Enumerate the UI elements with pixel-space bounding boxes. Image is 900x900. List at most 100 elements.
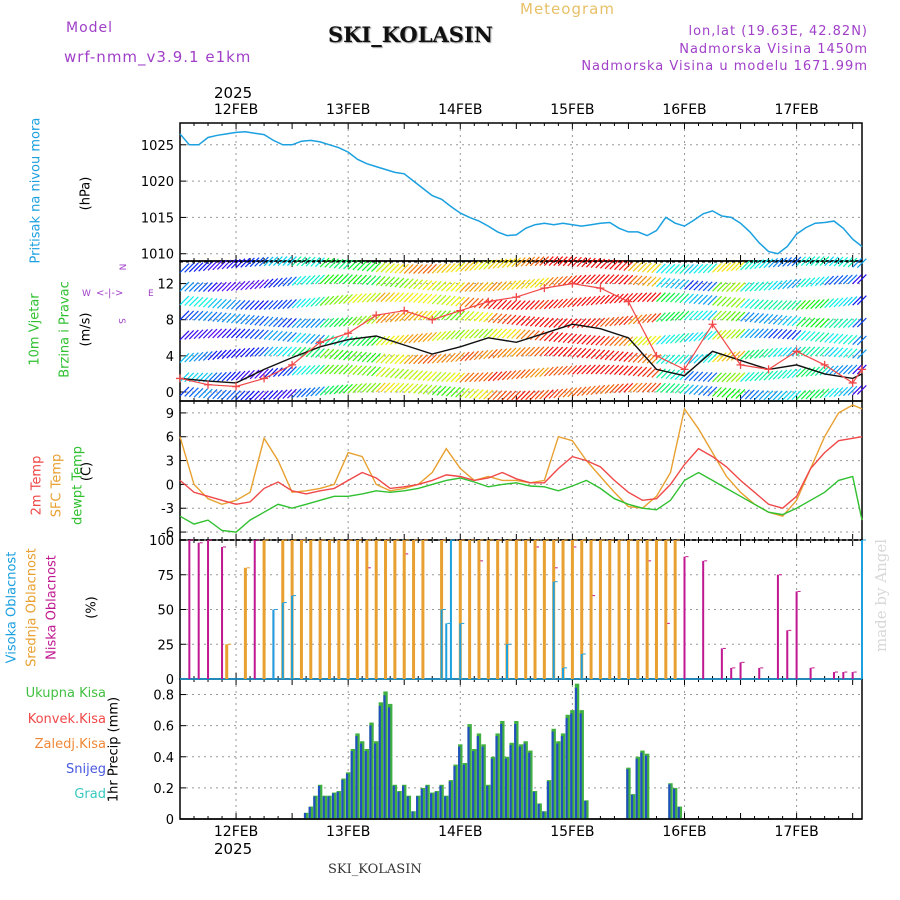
wind-barb: [310, 347, 321, 358]
wind-barb: [258, 390, 269, 401]
wind-barb: [464, 388, 475, 399]
wind-barb: [562, 298, 573, 308]
wind-barb: [576, 334, 587, 345]
wind-barb: [819, 276, 830, 286]
wind-barb: [408, 333, 419, 344]
model-value: wrf-nmm_v3.9.1 e1km: [64, 48, 252, 66]
wind-barb: [455, 372, 466, 383]
wind-barb: [805, 299, 816, 310]
wind-barb: [427, 280, 437, 291]
wind-barb: [268, 330, 279, 341]
wind-barb: [712, 295, 722, 306]
wind-barb: [483, 349, 494, 360]
wind-barb: [483, 312, 494, 323]
wind-barb: [436, 330, 447, 341]
wind-barb: [417, 264, 428, 274]
high-cloud-bar: [580, 653, 583, 679]
wind-barb: [740, 350, 750, 360]
wind-barb: [740, 311, 750, 322]
low-cloud-bar: [365, 567, 368, 679]
precip-conv-bar: [439, 785, 442, 819]
precip-conv-bar: [359, 743, 363, 819]
wind-barb: [207, 328, 218, 339]
wind-barb: [744, 328, 755, 339]
gust-marker: [764, 365, 773, 374]
wind-barb: [287, 298, 297, 309]
wind-barb: [371, 292, 381, 303]
wind-barb: [380, 353, 391, 364]
mid-cloud-bar: [440, 540, 444, 679]
wind-barb: [758, 313, 769, 324]
wind-barb: [805, 317, 816, 328]
wind-barb: [366, 261, 377, 272]
low-cloud-bar: [664, 623, 667, 679]
wind-barb: [740, 298, 750, 309]
wind-barb: [674, 264, 685, 274]
wind-barb: [698, 281, 708, 291]
wind-barb: [408, 264, 419, 274]
legend-freezing-rain: Zaledj.Kisa: [34, 737, 106, 752]
wind-barb: [856, 295, 867, 306]
wind-barb: [431, 353, 442, 364]
wind-barb: [828, 333, 839, 344]
wind-barb: [375, 353, 386, 364]
wind-barb: [515, 300, 526, 311]
high-cloud-bar: [562, 667, 565, 679]
wind-barb: [258, 368, 269, 379]
wind-barb: [553, 365, 564, 376]
wind-barb: [216, 328, 227, 339]
wind-barb: [758, 371, 769, 381]
wind-barb: [226, 328, 237, 339]
wind-barb: [628, 336, 638, 347]
wind-barb: [571, 334, 582, 344]
wind-barb: [310, 256, 321, 267]
wind-barb: [735, 350, 746, 361]
wind-barb: [833, 318, 844, 329]
wind-barb: [782, 300, 793, 311]
wind-barb: [506, 370, 517, 380]
wind-barb: [525, 316, 536, 327]
mid-cloud-bar: [290, 540, 294, 679]
model-label: Model: [66, 20, 114, 36]
wind-barb: [207, 282, 218, 292]
wind-barb: [744, 312, 755, 323]
wind-barb: [371, 275, 381, 286]
wind-barb: [427, 385, 437, 395]
wind-barb: [277, 317, 288, 328]
wind-barb: [768, 328, 778, 339]
wind-barb: [357, 336, 367, 347]
gust-marker: [596, 284, 605, 293]
wind-barb: [202, 328, 213, 339]
wind-barb: [842, 364, 853, 375]
wind-barb: [483, 259, 494, 270]
precip-conv-bar: [630, 794, 634, 819]
wind-barb: [721, 282, 732, 292]
gust-marker: [792, 347, 801, 356]
wind-barb: [684, 384, 694, 395]
precip-bar: [303, 812, 309, 819]
gust-marker: [652, 351, 661, 360]
wind-barb: [548, 276, 559, 287]
wind-barb: [361, 275, 372, 285]
wind-barb: [800, 317, 811, 328]
wind-barb: [268, 316, 279, 327]
wind-barb: [324, 364, 335, 375]
wind-barb: [824, 365, 835, 376]
y-tick-label: 1010: [141, 248, 174, 263]
wind-barb: [310, 386, 321, 397]
wind-barb: [670, 383, 680, 394]
wind-barb: [642, 367, 652, 377]
wind-barb: [188, 372, 199, 383]
wind-barb: [828, 275, 839, 286]
mid-cloud-bar: [262, 540, 266, 679]
wind-barb: [768, 314, 778, 325]
gust-line: [179, 282, 863, 388]
day-label-bottom: 16FEB: [662, 824, 706, 840]
wind-barb: [814, 366, 825, 376]
wind-barb: [698, 371, 708, 382]
wind-barb: [202, 350, 213, 361]
wind-barb: [403, 263, 414, 274]
wind-barb: [226, 259, 237, 269]
wind-barb: [464, 351, 475, 362]
wind-barb: [258, 278, 269, 289]
